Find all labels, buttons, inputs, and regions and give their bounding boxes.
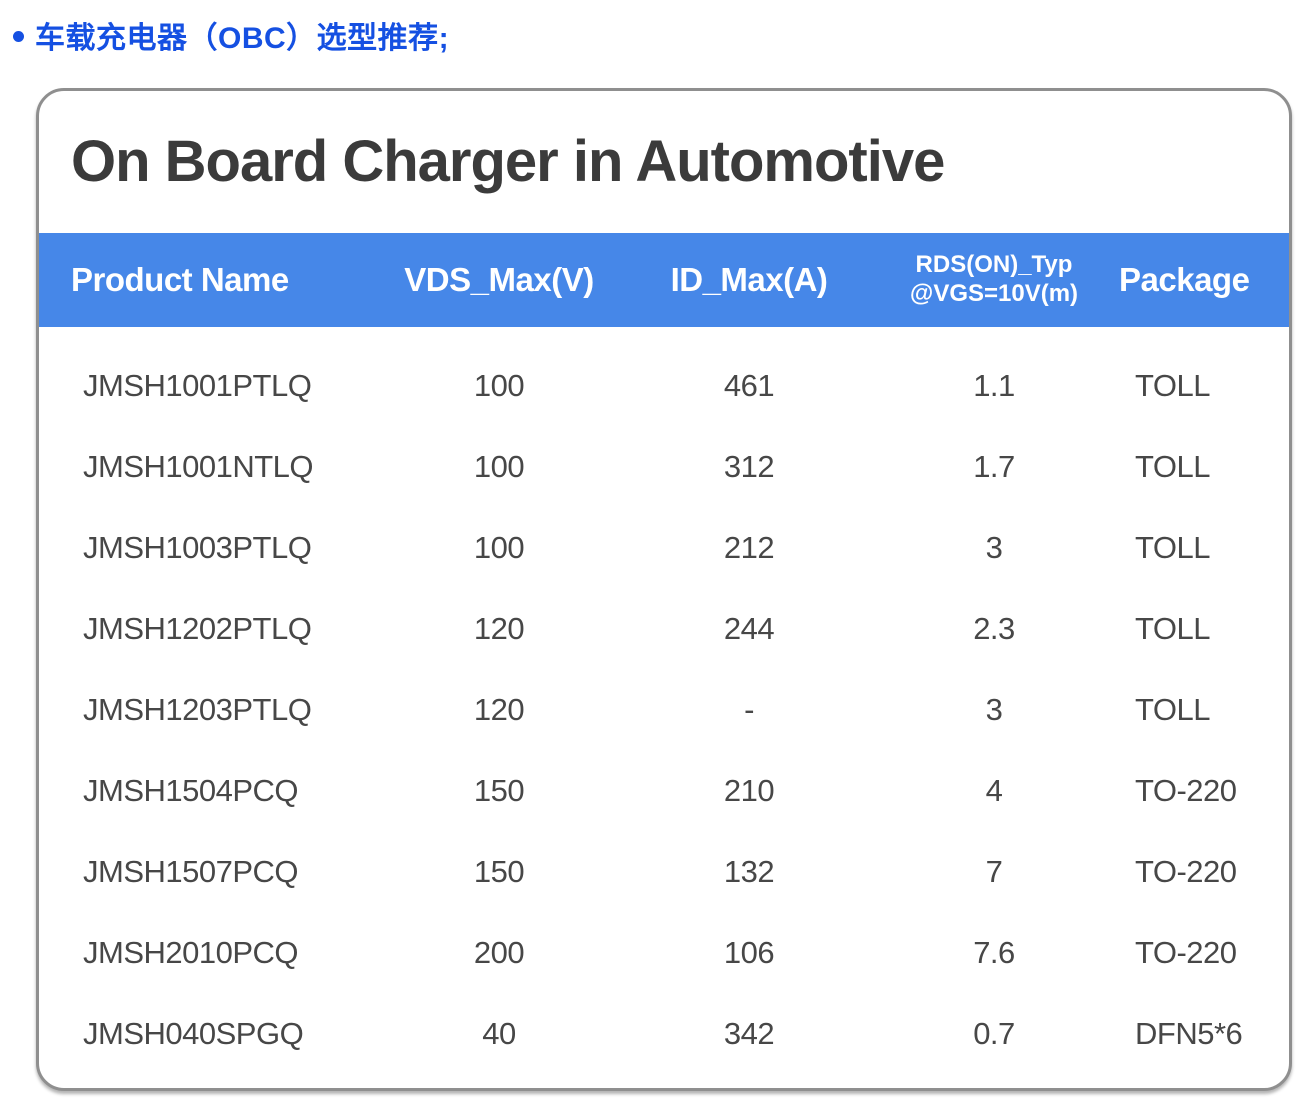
header-id-max: ID_Max(A) — [670, 261, 828, 298]
cell-product: JMSH1001NTLQ — [83, 448, 314, 484]
cell-product: JMSH040SPGQ — [83, 1015, 304, 1051]
cell-id: 212 — [723, 529, 775, 565]
bullet-icon — [13, 31, 24, 42]
cell-product: JMSH2010PCQ — [83, 934, 299, 970]
cell-id: 342 — [723, 1015, 775, 1051]
cell-product: JMSH1003PTLQ — [83, 529, 312, 565]
cell-id: - — [744, 691, 754, 727]
cell-package: TO-220 — [1135, 934, 1237, 970]
cell-rds: 7.6 — [973, 934, 1015, 970]
header-product-name: Product Name — [71, 261, 289, 298]
cell-vds: 100 — [473, 448, 525, 484]
header-vds-max: VDS_Max(V) — [404, 261, 594, 298]
page-heading-text: 车载充电器（OBC）选型推荐; — [35, 22, 450, 55]
cell-product: JMSH1202PTLQ — [83, 610, 312, 646]
cell-rds: 0.7 — [973, 1015, 1015, 1051]
page-heading: 车载充电器（OBC）选型推荐; — [0, 0, 1300, 57]
table-title: On Board Charger in Automotive — [71, 129, 945, 194]
cell-vds: 200 — [473, 934, 525, 970]
cell-vds: 100 — [473, 529, 525, 565]
table-row: JMSH1003PTLQ 100 212 3 TOLL — [39, 507, 1289, 588]
cell-package: TOLL — [1135, 448, 1210, 484]
header-rds-line1: RDS(ON)_Typ — [915, 251, 1073, 279]
table-row: JMSH2010PCQ 200 106 7.6 TO-220 — [39, 912, 1289, 993]
cell-id: 244 — [723, 610, 775, 646]
header-row: Product Name VDS_Max(V) ID_Max(A) RDS(ON… — [39, 233, 1289, 327]
selection-table-card: On Board Charger in Automotive Product N… — [36, 88, 1292, 1091]
cell-id: 210 — [723, 772, 775, 808]
cell-rds: 2.3 — [973, 610, 1015, 646]
cell-id: 461 — [723, 367, 775, 403]
cell-product: JMSH1507PCQ — [83, 853, 299, 889]
cell-package: TO-220 — [1135, 772, 1237, 808]
table-header: Product Name VDS_Max(V) ID_Max(A) RDS(ON… — [39, 233, 1289, 327]
cell-vds: 150 — [473, 853, 525, 889]
cell-rds: 4 — [985, 772, 1003, 808]
product-table: Product Name VDS_Max(V) ID_Max(A) RDS(ON… — [39, 233, 1289, 1074]
cell-rds: 3 — [985, 529, 1003, 565]
cell-vds: 150 — [473, 772, 525, 808]
header-package: Package — [1119, 261, 1250, 298]
cell-package: TOLL — [1135, 367, 1210, 403]
cell-id: 132 — [723, 853, 775, 889]
table-row: JMSH040SPGQ 40 342 0.7 DFN5*6 — [39, 993, 1289, 1074]
header-rds-line2: @VGS=10V(m) — [909, 280, 1079, 307]
cell-id: 106 — [723, 934, 775, 970]
table-row: JMSH1001NTLQ 100 312 1.7 TOLL — [39, 426, 1289, 507]
cell-vds: 120 — [473, 691, 525, 727]
cell-rds: 1.1 — [973, 367, 1015, 403]
spacer-row — [39, 327, 1289, 345]
cell-package: DFN5*6 — [1135, 1015, 1243, 1051]
header-rds-typ: RDS(ON)_Typ @VGS=10V(m) — [869, 233, 1119, 327]
cell-vds: 100 — [473, 367, 525, 403]
cell-rds: 3 — [985, 691, 1003, 727]
table-row: JMSH1203PTLQ 120 - 3 TOLL — [39, 669, 1289, 750]
cell-vds: 120 — [473, 610, 525, 646]
cell-package: TOLL — [1135, 610, 1210, 646]
cell-rds: 7 — [985, 853, 1003, 889]
cell-product: JMSH1203PTLQ — [83, 691, 312, 727]
table-body: JMSH1001PTLQ 100 461 1.1 TOLL JMSH1001NT… — [39, 327, 1289, 1074]
cell-vds: 40 — [482, 1015, 516, 1051]
cell-product: JMSH1504PCQ — [83, 772, 299, 808]
cell-id: 312 — [723, 448, 775, 484]
table-row: JMSH1202PTLQ 120 244 2.3 TOLL — [39, 588, 1289, 669]
cell-package: TO-220 — [1135, 853, 1237, 889]
cell-product: JMSH1001PTLQ — [83, 367, 312, 403]
table-row: JMSH1507PCQ 150 132 7 TO-220 — [39, 831, 1289, 912]
table-row: JMSH1001PTLQ 100 461 1.1 TOLL — [39, 345, 1289, 426]
table-row: JMSH1504PCQ 150 210 4 TO-220 — [39, 750, 1289, 831]
cell-package: TOLL — [1135, 691, 1210, 727]
cell-package: TOLL — [1135, 529, 1210, 565]
cell-rds: 1.7 — [973, 448, 1015, 484]
